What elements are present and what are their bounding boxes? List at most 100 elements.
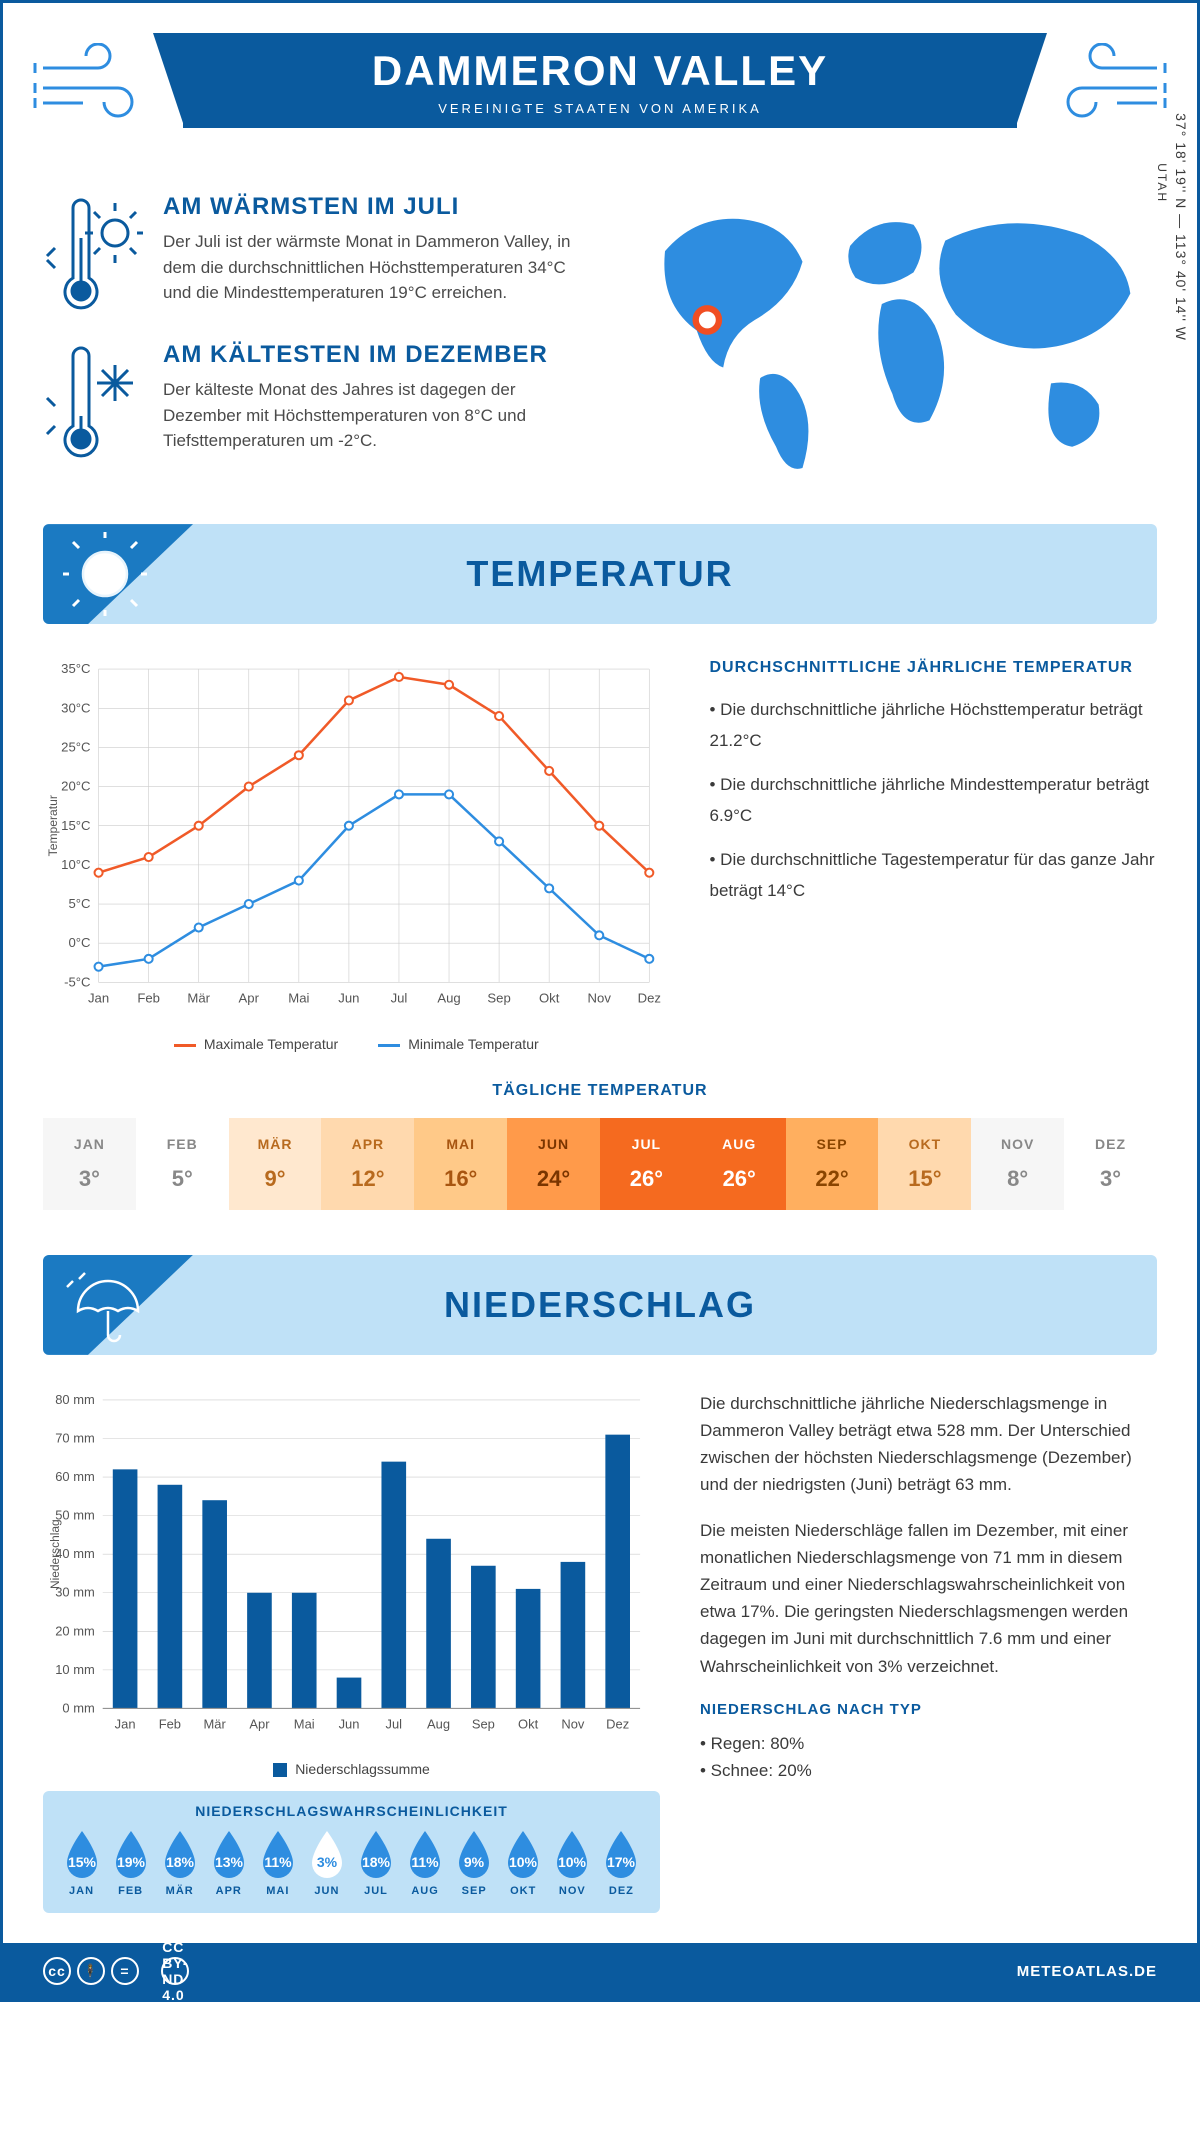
coldest-title: AM KÄLTESTEN IM DEZEMBER <box>163 341 598 369</box>
svg-text:-5°C: -5°C <box>64 974 90 989</box>
probability-drop: 18% MÄR <box>157 1829 202 1897</box>
precip-chart-column: 0 mm10 mm20 mm30 mm40 mm50 mm60 mm70 mm8… <box>43 1390 660 1914</box>
temperature-note: • Die durchschnittliche jährliche Höchst… <box>710 695 1158 756</box>
svg-text:Mär: Mär <box>187 991 210 1006</box>
probability-drop: 11% MAI <box>255 1829 300 1897</box>
svg-text:15%: 15% <box>68 1854 97 1870</box>
daily-temp-grid: JAN3°FEB5°MÄR9°APR12°MAI16°JUN24°JUL26°A… <box>43 1118 1157 1210</box>
daily-temp-cell: MAI16° <box>414 1118 507 1210</box>
svg-text:0 mm: 0 mm <box>62 1700 94 1715</box>
probability-drop: 17% DEZ <box>599 1829 644 1897</box>
svg-text:Mai: Mai <box>288 991 309 1006</box>
svg-text:35°C: 35°C <box>61 661 90 676</box>
daily-temp-cell: JAN3° <box>43 1118 136 1210</box>
wind-icon <box>33 43 153 123</box>
svg-text:Okt: Okt <box>539 991 560 1006</box>
daily-temp-cell: NOV8° <box>971 1118 1064 1210</box>
temperature-notes-title: DURCHSCHNITTLICHE JÄHRLICHE TEMPERATUR <box>710 659 1158 677</box>
precip-type-rain: • Regen: 80% <box>700 1730 1157 1757</box>
daily-temp-title: TÄGLICHE TEMPERATUR <box>43 1082 1157 1100</box>
umbrella-icon <box>63 1263 147 1347</box>
world-map-svg <box>628 193 1157 489</box>
precip-text-column: Die durchschnittliche jährliche Niedersc… <box>700 1390 1157 1914</box>
site-name: METEOATLAS.DE <box>1017 1963 1157 1980</box>
title-ribbon: DAMMERON VALLEY VEREINIGTE STAATEN VON A… <box>183 33 1017 128</box>
precip-title: NIEDERSCHLAG <box>43 1284 1157 1326</box>
temperature-note: • Die durchschnittliche jährliche Mindes… <box>710 770 1158 831</box>
svg-text:Jan: Jan <box>88 991 109 1006</box>
svg-text:Niederschlag: Niederschlag <box>48 1519 62 1589</box>
precip-paragraph-1: Die durchschnittliche jährliche Niedersc… <box>700 1390 1157 1499</box>
svg-text:10 mm: 10 mm <box>55 1662 95 1677</box>
svg-text:10°C: 10°C <box>61 857 90 872</box>
daily-temp-cell: DEZ3° <box>1064 1118 1157 1210</box>
svg-text:5°C: 5°C <box>68 896 90 911</box>
legend-max: Maximale Temperatur <box>174 1036 338 1052</box>
svg-text:Apr: Apr <box>249 1716 270 1731</box>
thermometer-snow-icon <box>43 341 143 461</box>
daily-temp-cell: FEB5° <box>136 1118 229 1210</box>
probability-drop: 13% APR <box>206 1829 251 1897</box>
daily-temp-cell: APR12° <box>321 1118 414 1210</box>
svg-text:70 mm: 70 mm <box>55 1430 95 1445</box>
header: DAMMERON VALLEY VEREINIGTE STAATEN VON A… <box>43 33 1157 153</box>
page-title: DAMMERON VALLEY <box>183 47 1017 95</box>
wind-icon <box>1047 43 1167 123</box>
precip-type-title: NIEDERSCHLAG NACH TYP <box>700 1698 1157 1722</box>
nd-icon: = <box>111 1957 139 1985</box>
temperature-note: • Die durchschnittliche Tagestemperatur … <box>710 845 1158 906</box>
svg-text:0°C: 0°C <box>68 935 90 950</box>
svg-text:20°C: 20°C <box>61 779 90 794</box>
precip-type-snow: • Schnee: 20% <box>700 1757 1157 1784</box>
svg-text:Nov: Nov <box>561 1716 585 1731</box>
svg-text:Dez: Dez <box>638 991 661 1006</box>
svg-text:Aug: Aug <box>437 991 460 1006</box>
state-label: UTAH <box>1155 163 1169 203</box>
svg-text:Jan: Jan <box>115 1716 136 1731</box>
svg-text:25°C: 25°C <box>61 740 90 755</box>
coldest-block: AM KÄLTESTEN IM DEZEMBER Der kälteste Mo… <box>43 341 598 461</box>
coldest-text: Der kälteste Monat des Jahres ist dagege… <box>163 377 598 454</box>
svg-text:13%: 13% <box>215 1854 244 1870</box>
daily-temp-cell: SEP22° <box>786 1118 879 1210</box>
temperature-chart: -5°C0°C5°C10°C15°C20°C25°C30°C35°CJanFeb… <box>43 659 670 1052</box>
warmest-block: AM WÄRMSTEN IM JULI Der Juli ist der wär… <box>43 193 598 313</box>
svg-text:Apr: Apr <box>239 991 260 1006</box>
svg-text:10%: 10% <box>558 1854 587 1870</box>
svg-text:Feb: Feb <box>159 1716 181 1731</box>
svg-text:Jun: Jun <box>338 991 359 1006</box>
temperature-section-head: TEMPERATUR <box>43 524 1157 624</box>
svg-text:Temperatur: Temperatur <box>46 795 60 856</box>
svg-text:Jul: Jul <box>386 1716 403 1731</box>
daily-temp-cell: OKT15° <box>878 1118 971 1210</box>
svg-text:Sep: Sep <box>487 991 510 1006</box>
svg-text:15°C: 15°C <box>61 818 90 833</box>
svg-text:20 mm: 20 mm <box>55 1623 95 1638</box>
probability-drop: 19% FEB <box>108 1829 153 1897</box>
svg-text:Aug: Aug <box>427 1716 450 1731</box>
temperature-row: -5°C0°C5°C10°C15°C20°C25°C30°C35°CJanFeb… <box>43 659 1157 1052</box>
coordinates: 37° 18' 19'' N — 113° 40' 14'' W <box>1173 113 1189 341</box>
probability-box: NIEDERSCHLAGSWAHRSCHEINLICHKEIT 15% JAN … <box>43 1791 660 1913</box>
footer: cc 🕴 = CC BY-ND 4.0 METEOATLAS.DE <box>3 1943 1197 1999</box>
svg-text:18%: 18% <box>166 1854 195 1870</box>
probability-drop: 9% SEP <box>452 1829 497 1897</box>
svg-text:Sep: Sep <box>472 1716 495 1731</box>
intro-text-column: AM WÄRMSTEN IM JULI Der Juli ist der wär… <box>43 193 598 489</box>
svg-text:80 mm: 80 mm <box>55 1392 95 1407</box>
daily-temp-cell: JUL26° <box>600 1118 693 1210</box>
temperature-legend: Maximale Temperatur Minimale Temperatur <box>43 1036 670 1052</box>
svg-text:9%: 9% <box>464 1854 485 1870</box>
by-icon: 🕴 <box>77 1957 105 1985</box>
probability-drop: 3% JUN <box>304 1829 349 1897</box>
svg-text:Jul: Jul <box>391 991 408 1006</box>
probability-drop: 10% OKT <box>501 1829 546 1897</box>
svg-text:Dez: Dez <box>606 1716 629 1731</box>
svg-text:11%: 11% <box>411 1854 439 1870</box>
probability-title: NIEDERSCHLAGSWAHRSCHEINLICHKEIT <box>59 1803 644 1819</box>
svg-text:Jun: Jun <box>339 1716 360 1731</box>
svg-text:3%: 3% <box>317 1854 338 1870</box>
page-subtitle: VEREINIGTE STAATEN VON AMERIKA <box>183 101 1017 116</box>
warmest-title: AM WÄRMSTEN IM JULI <box>163 193 598 221</box>
svg-text:11%: 11% <box>264 1854 292 1870</box>
